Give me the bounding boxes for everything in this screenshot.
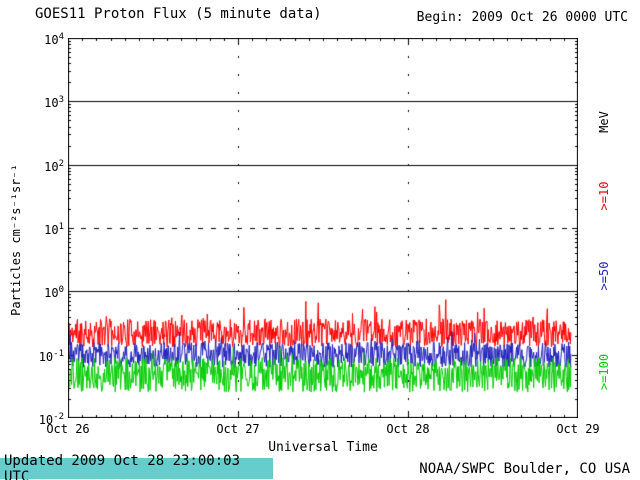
x-tick-label: Oct 27 <box>216 422 260 436</box>
y-tick-label: 10-2 <box>38 412 64 427</box>
chart-title: GOES11 Proton Flux (5 minute data) <box>35 6 322 22</box>
y-tick-label: 102 <box>44 158 64 174</box>
y-tick-label: 103 <box>44 95 64 111</box>
legend-label-ge100: >=100 <box>597 353 611 391</box>
y-tick-label: 101 <box>44 222 64 237</box>
x-tick-label: Oct 28 <box>386 422 430 436</box>
x-tick-label: Oct 26 <box>46 422 90 436</box>
updated-text: Updated 2009 Oct 28 23:00:03 UTC <box>4 452 241 480</box>
legend-label-ge10: >=10 <box>597 181 611 211</box>
legend-label-ge50: >=50 <box>597 261 611 291</box>
updated-bar: Updated 2009 Oct 28 23:00:03 UTC <box>0 453 273 480</box>
y-axis-label: Particles cm⁻²s⁻¹sr⁻¹ <box>9 164 23 316</box>
x-axis-label: Universal Time <box>268 440 378 455</box>
credit-text: NOAA/SWPC Boulder, CO USA <box>419 461 630 477</box>
x-tick-label: Oct 29 <box>556 422 600 436</box>
y-tick-label: 104 <box>44 32 64 47</box>
plot-canvas <box>68 38 578 418</box>
y-tick-label: 100 <box>44 285 64 301</box>
begin-timestamp: Begin: 2009 Oct 26 0000 UTC <box>416 10 628 25</box>
right-axis-unit-label: MeV <box>597 111 611 133</box>
y-tick-label: 10-1 <box>38 348 64 364</box>
